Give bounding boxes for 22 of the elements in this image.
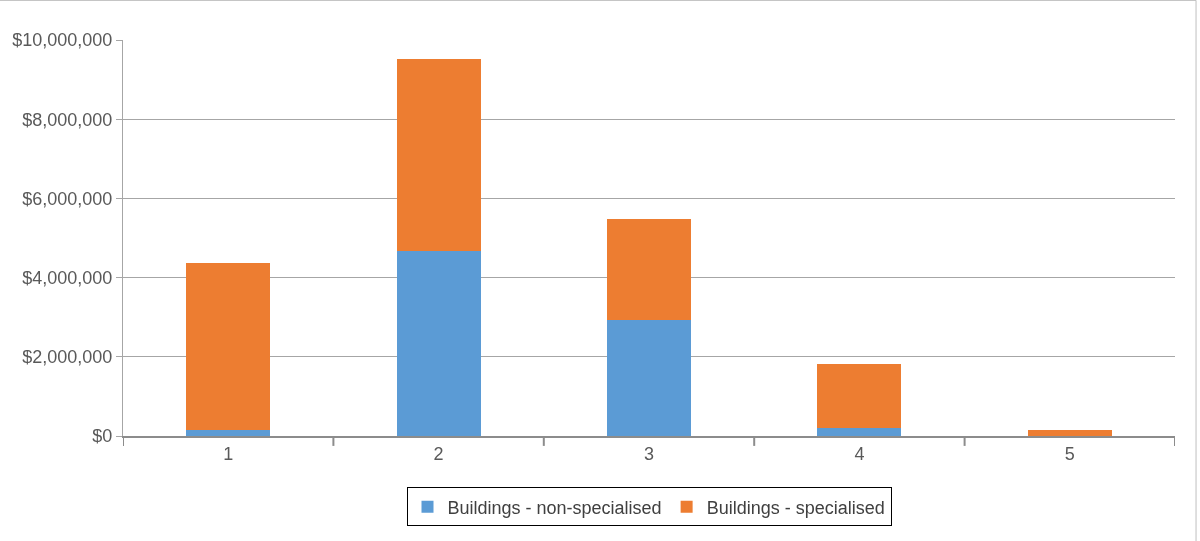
x-tick-label: 4 (854, 443, 865, 464)
x-tick-label: 1 (223, 443, 234, 464)
y-tick-label: $2,000,000 (22, 347, 113, 368)
y-tick-label: $6,000,000 (22, 188, 113, 209)
legend-label: Buildings - non-specialised (447, 497, 662, 518)
bar (817, 428, 902, 436)
legend-label: Buildings - specialised (706, 497, 885, 518)
x-tick-label: 5 (1064, 443, 1075, 464)
bar (396, 59, 481, 252)
x-tick-label: 3 (643, 443, 655, 464)
y-tick-label: $4,000,000 (22, 267, 113, 288)
bar (186, 262, 271, 430)
bar (186, 429, 271, 436)
bar (1027, 429, 1112, 436)
bar (606, 319, 692, 436)
y-tick-label: $0 (92, 426, 113, 447)
y-tick-label: $8,000,000 (22, 109, 113, 130)
bar (817, 363, 902, 429)
bar (606, 218, 692, 320)
bar (396, 251, 481, 436)
y-tick-label: $10,000,000 (12, 30, 113, 51)
x-tick-label: 2 (433, 443, 444, 464)
